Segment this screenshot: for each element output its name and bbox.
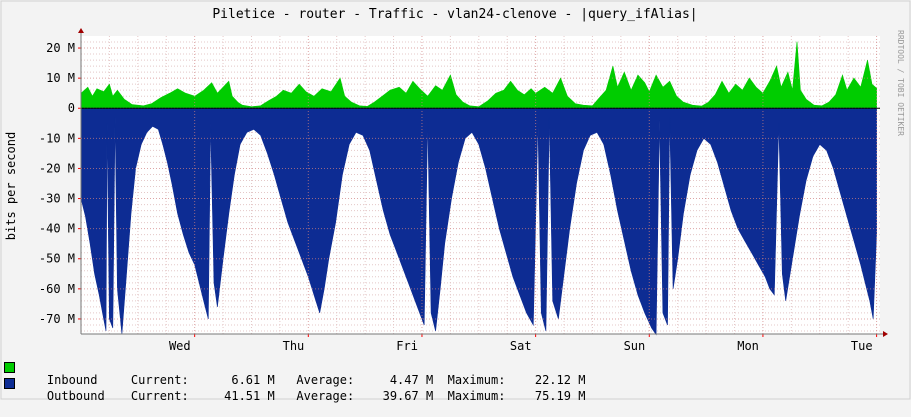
legend-outbound-name: Outbound	[46, 389, 105, 403]
y-tick-label: -20 M	[39, 161, 75, 175]
legend-inbound-current: 6.61 M	[231, 373, 275, 387]
chart-title: Piletice - router - Traffic - vlan24-cle…	[212, 7, 697, 22]
y-tick-label: -10 M	[39, 131, 75, 145]
y-axis-label: bits per second	[4, 132, 18, 240]
x-tick-label: Wed	[169, 339, 191, 353]
y-tick-label: 10 M	[46, 71, 75, 85]
x-tick-label: Sun	[624, 339, 646, 353]
traffic-chart: Piletice - router - Traffic - vlan24-cle…	[0, 0, 911, 400]
y-tick-label: -50 M	[39, 252, 75, 266]
legend-outbound: Outbound Current: 41.51 M Average: 39.67 M …	[18, 375, 586, 417]
legend-current-label: Current:	[130, 389, 189, 403]
y-tick-label: -60 M	[39, 282, 75, 296]
y-tick-label: 20 M	[46, 41, 75, 55]
series-area-outbound	[80, 107, 877, 336]
graph-frame: Piletice - router - Traffic - vlan24-cle…	[0, 0, 911, 403]
x-tick-label: Thu	[283, 339, 305, 353]
legend-outbound-current: 41.51 M	[224, 389, 275, 403]
legend-average-label: Average:	[296, 373, 355, 387]
y-tick-label: -70 M	[39, 312, 75, 326]
legend-inbound-name: Inbound	[46, 373, 98, 387]
legend-inbound: Inbound Current: 6.61 M Average: 4.47 M Max…	[18, 359, 586, 401]
legend-maximum-label: Maximum:	[447, 389, 506, 403]
plot-area: 20 M 10 M 0 -10 M -20 M -30 M -40 M -50 M -60 M -…	[39, 28, 888, 353]
legend-inbound-maximum: 22.12 M	[534, 373, 586, 387]
x-tick-label: Fri	[396, 339, 418, 353]
legend-inbound-average: 4.47 M	[389, 373, 434, 387]
legend-maximum-label: Maximum:	[447, 373, 506, 387]
inbound-swatch	[4, 362, 15, 373]
outbound-swatch	[4, 378, 15, 389]
legend-average-label: Average:	[296, 389, 355, 403]
x-tick-label: Tue	[851, 339, 873, 353]
legend-outbound-maximum: 75.19 M	[534, 389, 586, 403]
y-tick-label: -40 M	[39, 222, 75, 236]
y-axis-arrow	[78, 28, 84, 33]
y-tick-label: -30 M	[39, 192, 75, 206]
y-tick-label: 0	[68, 101, 75, 115]
series-area-inbound	[80, 41, 877, 109]
watermark: RRDTOOL / TOBI OETIKER	[896, 30, 905, 136]
legend-outbound-average: 39.67 M	[382, 389, 434, 403]
x-tick-label: Sat	[510, 339, 532, 353]
x-tick-label: Mon	[737, 339, 759, 353]
legend-current-label: Current:	[130, 373, 189, 387]
x-axis-arrow	[883, 331, 888, 337]
